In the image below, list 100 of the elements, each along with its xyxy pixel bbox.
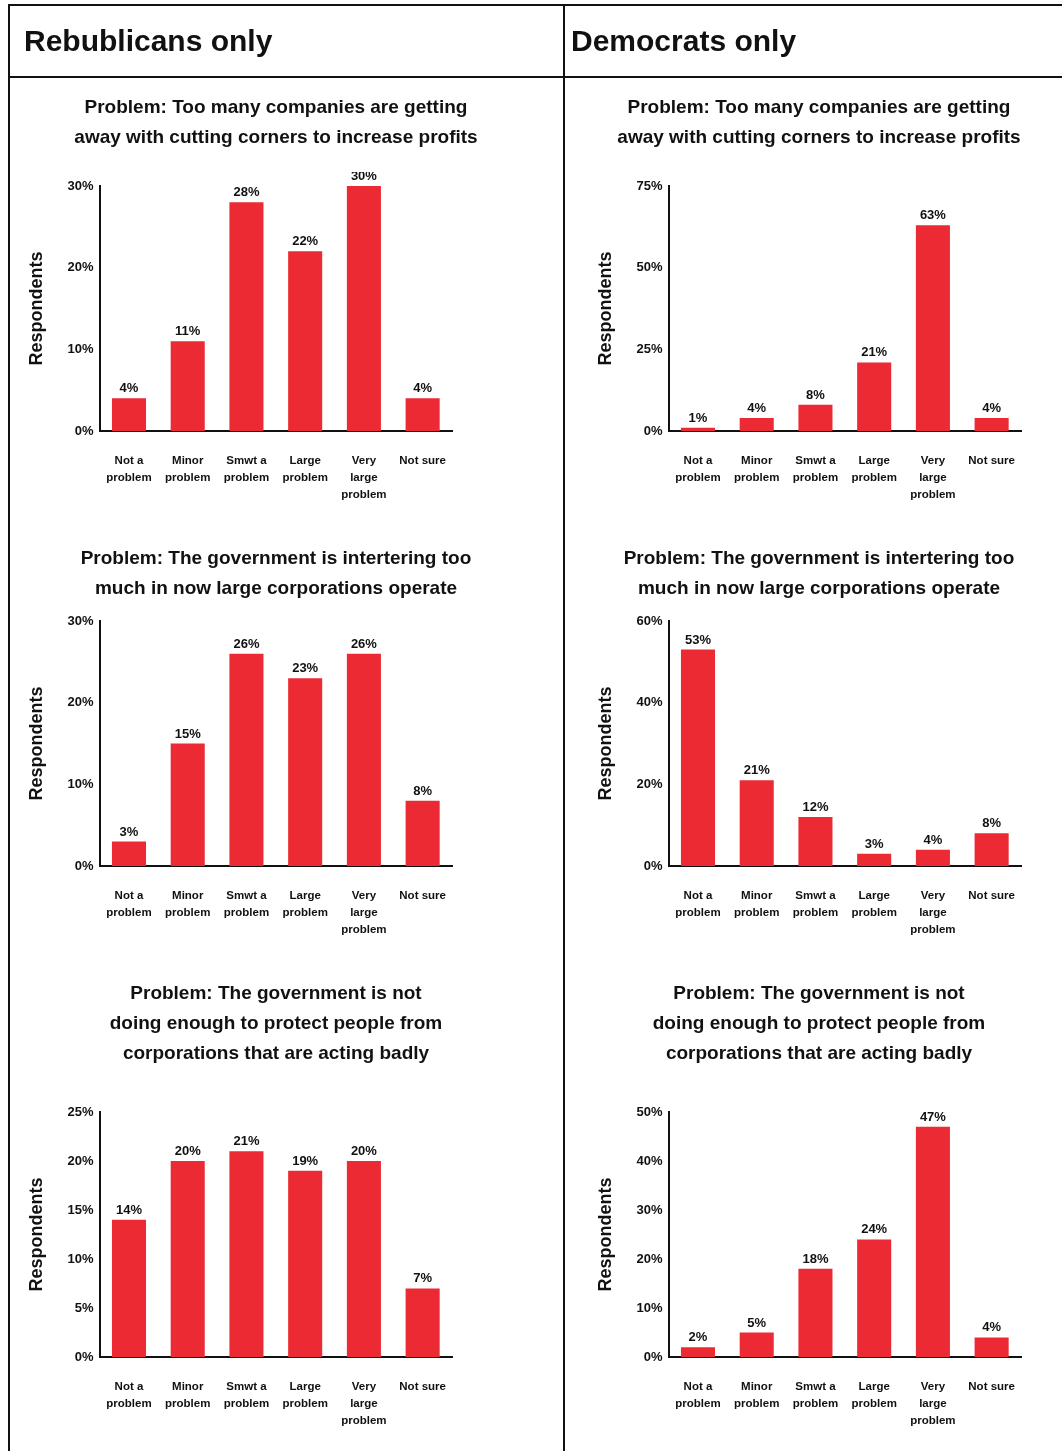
x-tick-label: Not sure bbox=[968, 454, 1015, 467]
y-tick-label: 0% bbox=[643, 857, 664, 873]
x-tick-label: Very large problem bbox=[910, 454, 956, 500]
y-tick-label: 25% bbox=[67, 1103, 95, 1119]
x-tick-label: Minor problem bbox=[165, 1380, 211, 1410]
y-tick-label: 0% bbox=[643, 422, 664, 438]
y-axis-title: Respondents bbox=[594, 1177, 615, 1292]
chart-title: Problem: The government is intertering too much in now large corporations operate bbox=[79, 546, 473, 600]
data-label: 8% bbox=[806, 386, 826, 402]
y-axis-title: Respondents bbox=[25, 251, 46, 366]
chart-title: Problem: The government is intertering too much in now large corporations operate bbox=[622, 546, 1016, 600]
data-label: 4% bbox=[982, 1319, 1002, 1335]
x-tick-label: Very large problem bbox=[910, 889, 956, 935]
data-label: 12% bbox=[802, 799, 829, 815]
x-tick-label: Not sure bbox=[399, 889, 446, 902]
y-tick-label: 10% bbox=[636, 1299, 664, 1315]
data-label: 7% bbox=[413, 1270, 433, 1286]
y-tick-label: 10% bbox=[67, 1250, 95, 1266]
data-label: 4% bbox=[413, 380, 433, 396]
chart-title: Problem: Too many companies are getting away with cutting corners to increase profits bbox=[616, 95, 1022, 149]
data-label: 3% bbox=[119, 823, 139, 839]
x-tick-label: Very large problem bbox=[341, 1380, 387, 1426]
data-label: 15% bbox=[174, 725, 202, 741]
x-tick-label: Very large problem bbox=[341, 454, 387, 500]
data-label: 21% bbox=[233, 1133, 260, 1149]
data-label: 5% bbox=[747, 1314, 767, 1330]
data-label: 8% bbox=[413, 782, 433, 798]
y-tick-label: 0% bbox=[74, 857, 95, 873]
x-tick-label: Not a problem bbox=[675, 1380, 721, 1410]
chart-title: Problem: The government is not doing enough to protect people from corporations that are acting badly bbox=[651, 981, 987, 1065]
data-label: 21% bbox=[861, 344, 888, 360]
x-tick-label: Very large problem bbox=[341, 889, 387, 935]
y-tick-label: 20% bbox=[67, 259, 95, 275]
x-tick-label: Not sure bbox=[968, 1380, 1015, 1393]
y-axis-title: Respondents bbox=[25, 1177, 46, 1292]
y-axis-title: Respondents bbox=[594, 251, 615, 366]
x-tick-label: Not a problem bbox=[106, 454, 152, 484]
data-label: 47% bbox=[919, 1108, 947, 1124]
data-label: 1% bbox=[688, 409, 708, 425]
data-label: 21% bbox=[743, 762, 771, 778]
x-tick-label: Not sure bbox=[399, 1380, 446, 1393]
y-tick-label: 40% bbox=[636, 694, 664, 710]
y-axis-title: Respondents bbox=[594, 686, 615, 801]
data-label: 3% bbox=[864, 835, 885, 851]
text: Democrats only bbox=[571, 23, 797, 59]
x-tick-label: Large problem bbox=[282, 889, 328, 919]
data-label: 23% bbox=[292, 660, 319, 676]
data-label: 53% bbox=[684, 631, 712, 647]
y-tick-label: 10% bbox=[67, 775, 95, 791]
data-label: 4% bbox=[119, 380, 139, 396]
y-tick-label: 0% bbox=[643, 1348, 664, 1364]
y-tick-label: 15% bbox=[67, 1201, 95, 1217]
y-tick-label: 75% bbox=[636, 177, 664, 193]
data-label: 22% bbox=[292, 233, 319, 249]
x-tick-label: Minor problem bbox=[734, 889, 780, 919]
y-tick-label: 60% bbox=[636, 612, 664, 628]
data-label: 26% bbox=[233, 635, 260, 651]
x-tick-label: Large problem bbox=[851, 454, 897, 484]
y-tick-label: 30% bbox=[67, 177, 95, 193]
y-tick-label: 50% bbox=[636, 1103, 664, 1119]
data-label: 24% bbox=[861, 1221, 888, 1237]
text: Rebublicans only bbox=[24, 23, 273, 59]
y-tick-label: 20% bbox=[636, 775, 664, 791]
chart-title: Problem: Too many companies are getting away with cutting corners to increase profits bbox=[73, 95, 479, 149]
x-tick-label: Minor problem bbox=[165, 889, 211, 919]
data-label: 2% bbox=[688, 1329, 708, 1345]
data-label: 11% bbox=[175, 323, 201, 339]
x-tick-label: Not sure bbox=[399, 454, 446, 467]
x-tick-label: Smwt a problem bbox=[792, 1380, 839, 1410]
y-axis-title: Respondents bbox=[25, 686, 46, 801]
data-label: 20% bbox=[174, 1143, 202, 1159]
y-tick-label: 30% bbox=[636, 1201, 664, 1217]
x-tick-label: Minor problem bbox=[165, 454, 211, 484]
x-tick-label: Minor problem bbox=[734, 1380, 780, 1410]
x-tick-label: Not a problem bbox=[106, 889, 152, 919]
data-label: 19% bbox=[292, 1152, 319, 1168]
x-tick-label: Not a problem bbox=[106, 1380, 152, 1410]
y-tick-label: 10% bbox=[67, 340, 95, 356]
data-label: 4% bbox=[982, 399, 1002, 415]
x-tick-label: Not a problem bbox=[675, 454, 721, 484]
x-tick-label: Smwt a problem bbox=[223, 889, 270, 919]
data-label: 26% bbox=[350, 635, 378, 651]
y-tick-label: 20% bbox=[67, 1152, 95, 1168]
data-label: 14% bbox=[115, 1201, 143, 1217]
y-tick-label: 0% bbox=[74, 1348, 95, 1364]
y-tick-label: 20% bbox=[67, 694, 95, 710]
data-label: 20% bbox=[350, 1143, 378, 1159]
x-tick-label: Smwt a problem bbox=[223, 1380, 270, 1410]
x-tick-label: Large problem bbox=[282, 454, 328, 484]
y-tick-label: 25% bbox=[636, 340, 664, 356]
x-tick-label: Not sure bbox=[968, 889, 1015, 902]
x-tick-label: Minor problem bbox=[734, 454, 780, 484]
data-label: 28% bbox=[233, 184, 260, 200]
data-label: 8% bbox=[982, 815, 1002, 831]
y-tick-label: 20% bbox=[636, 1250, 664, 1266]
data-label: 63% bbox=[919, 207, 947, 223]
data-label: 4% bbox=[747, 399, 767, 415]
x-tick-label: Large problem bbox=[851, 1380, 897, 1410]
data-label: 4% bbox=[923, 831, 943, 847]
x-tick-label: Very large problem bbox=[910, 1380, 956, 1426]
